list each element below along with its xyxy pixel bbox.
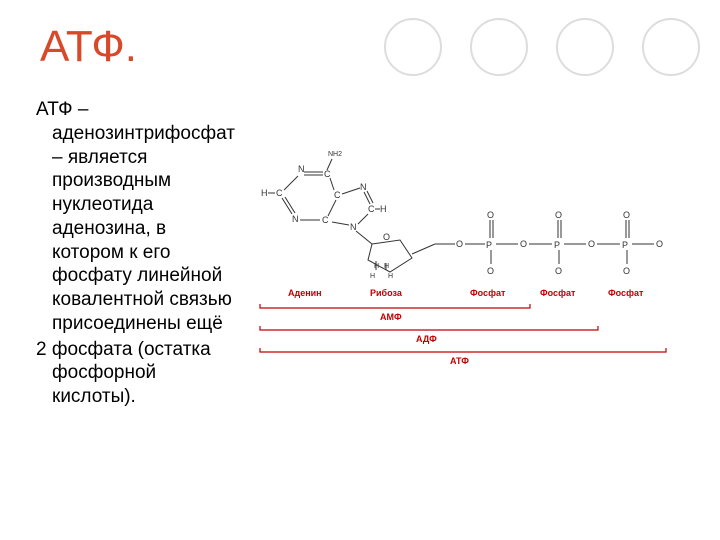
atom-o: O <box>623 210 630 220</box>
atom-o: O <box>383 232 390 242</box>
atom-o: O <box>623 266 630 276</box>
atom-n: N <box>360 182 367 192</box>
paragraph-2: 2 фосфата (остатка фосфорной кислоты). <box>22 338 242 409</box>
label-phosphate-2: Фосфат <box>540 288 576 298</box>
phosphate-1: P O O O <box>486 210 552 276</box>
label-adf: АДФ <box>416 334 437 344</box>
atom-c: C <box>322 215 329 225</box>
atom-h: H <box>388 273 393 280</box>
adenine-ring: NH2 N C H N C C C N C H <box>261 151 387 232</box>
atom-c: C <box>276 188 283 198</box>
atom-c: C <box>324 169 331 179</box>
atp-structure-diagram: NH2 N C H N C C C N C H <box>240 148 710 368</box>
atom-h: H <box>374 263 379 270</box>
atom-h: H <box>261 188 268 198</box>
bracket-amf <box>260 304 530 308</box>
atom-n: N <box>350 222 357 232</box>
phosphate-2: P O O O <box>554 210 620 276</box>
label-phosphate-1: Фосфат <box>470 288 506 298</box>
label-atf: АТФ <box>450 356 469 366</box>
bracket-atf <box>260 348 666 352</box>
label-phosphate-3: Фосфат <box>608 288 644 298</box>
circle-icon <box>642 18 700 76</box>
atom-p: P <box>554 240 560 250</box>
atom-o: O <box>520 239 527 249</box>
decorative-circles <box>384 18 700 76</box>
atom-o: O <box>588 239 595 249</box>
atom-o: O <box>487 266 494 276</box>
circle-icon <box>470 18 528 76</box>
label-amf: АМФ <box>380 312 402 322</box>
bracket-adf <box>260 326 598 330</box>
atom-p: P <box>622 240 628 250</box>
atom-o: O <box>555 210 562 220</box>
atom-p: P <box>486 240 492 250</box>
phosphate-3: P O O O <box>622 210 663 276</box>
label-ribose: Рибоза <box>370 288 403 298</box>
atom-c: C <box>368 204 375 214</box>
body-text: АТФ – аденозинтрифосфат – является произ… <box>22 98 242 411</box>
atom-nh2: NH2 <box>328 151 342 158</box>
circle-icon <box>384 18 442 76</box>
ribose-ring: O H H H H <box>368 232 412 280</box>
atom-o: O <box>656 239 663 249</box>
atom-h: H <box>384 263 389 270</box>
page-title: АТФ. <box>40 22 137 72</box>
atom-o: O <box>456 239 463 249</box>
atom-h: H <box>370 273 375 280</box>
atom-n: N <box>298 164 305 174</box>
atom-n: N <box>292 214 299 224</box>
atom-c: C <box>334 190 341 200</box>
circle-icon <box>556 18 614 76</box>
atom-o: O <box>487 210 494 220</box>
paragraph-1: АТФ – аденозинтрифосфат – является произ… <box>22 98 242 336</box>
atom-o: O <box>555 266 562 276</box>
atom-h: H <box>380 204 387 214</box>
label-adenine: Аденин <box>288 288 322 298</box>
